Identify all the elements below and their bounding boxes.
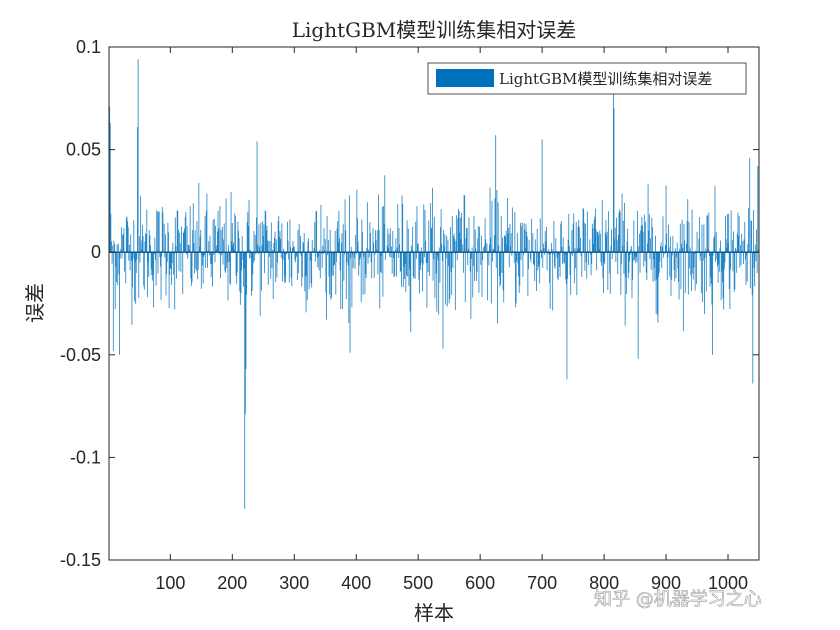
x-tick-label: 200: [217, 573, 247, 593]
y-axis-ticks: 0.1 0.05 0 -0.05 -0.1 -0.15: [60, 37, 759, 570]
x-tick-label: 900: [651, 573, 681, 593]
chart-title: LightGBM模型训练集相对误差: [292, 18, 577, 42]
x-tick-label: 400: [341, 573, 371, 593]
y-tick-label: -0.05: [60, 345, 101, 365]
y-axis-title: 误差: [23, 283, 47, 323]
x-tick-label: 700: [527, 573, 557, 593]
y-tick-label: -0.15: [60, 550, 101, 570]
x-tick-label: 300: [279, 573, 309, 593]
y-tick-label: -0.1: [70, 447, 101, 467]
x-tick-label: 500: [403, 573, 433, 593]
x-tick-label: 100: [155, 573, 185, 593]
plot-area-background: [109, 47, 759, 560]
x-axis-ticks: 100 200 300 400 500 600 700 800 900 1000: [155, 47, 748, 593]
legend: LightGBM模型训练集相对误差: [427, 62, 747, 95]
x-axis-title: 样本: [414, 601, 454, 625]
plot-area-frame: [108, 46, 760, 561]
x-tick-label: 1000: [708, 573, 748, 593]
x-tick-label: 600: [465, 573, 495, 593]
legend-label: LightGBM模型训练集相对误差: [499, 70, 712, 88]
x-tick-label: 800: [589, 573, 619, 593]
y-tick-label: 0.1: [76, 37, 101, 57]
watermark-text: 知乎 @机器学习之心: [594, 589, 762, 610]
bar-series: [108, 59, 760, 509]
legend-swatch: [436, 69, 494, 87]
y-tick-label: 0: [91, 242, 101, 262]
y-tick-label: 0.05: [66, 140, 101, 160]
